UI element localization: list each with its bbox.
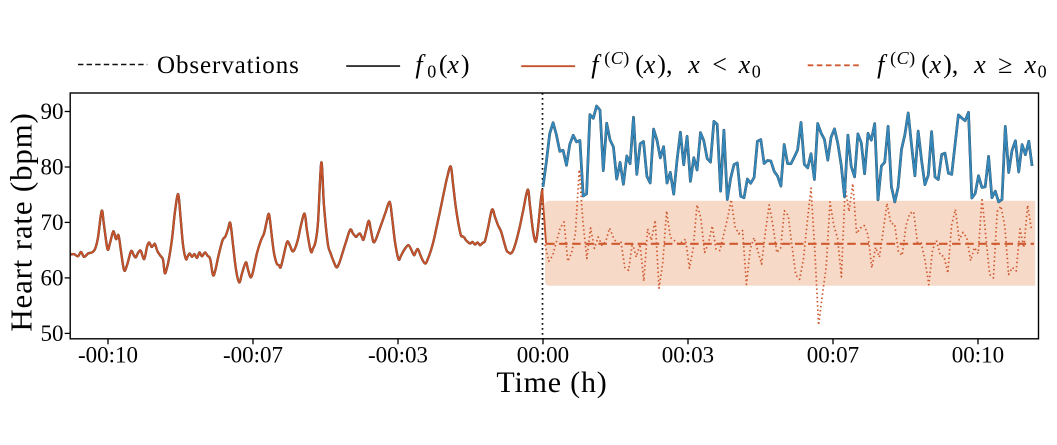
svg-text:-00:03: -00:03 — [368, 343, 428, 368]
svg-text:x: x — [446, 50, 459, 79]
svg-text:Observations: Observations — [157, 52, 300, 79]
svg-text:80: 80 — [41, 155, 64, 180]
svg-text:f: f — [591, 50, 602, 79]
svg-text:(: ( — [604, 48, 610, 69]
svg-text:(: ( — [635, 50, 644, 79]
svg-text:x: x — [1024, 50, 1037, 79]
svg-text:≥: ≥ — [998, 50, 1012, 79]
svg-text:-00:10: -00:10 — [78, 343, 138, 368]
svg-text:),: ), — [657, 50, 672, 79]
svg-text:Time (h): Time (h) — [496, 366, 607, 399]
svg-text:Heart rate (bpm): Heart rate (bpm) — [4, 112, 39, 331]
svg-text:0: 0 — [1038, 62, 1047, 82]
svg-text:00:07: 00:07 — [807, 343, 859, 368]
svg-text:x: x — [929, 50, 942, 79]
svg-text:00:10: 00:10 — [952, 343, 1004, 368]
svg-text:-00:07: -00:07 — [223, 343, 283, 368]
svg-text:60: 60 — [41, 265, 64, 290]
svg-text:C: C — [897, 48, 910, 68]
svg-text:00:03: 00:03 — [662, 343, 714, 368]
svg-text:): ) — [909, 48, 915, 69]
svg-text:C: C — [611, 48, 624, 68]
svg-text:90: 90 — [41, 99, 64, 124]
svg-text:x: x — [738, 50, 751, 79]
svg-text:(: ( — [890, 48, 896, 69]
svg-text:x: x — [687, 50, 700, 79]
svg-text:0: 0 — [752, 62, 761, 82]
svg-text:x: x — [643, 50, 656, 79]
svg-text:x: x — [973, 50, 986, 79]
svg-text:): ) — [461, 50, 470, 79]
svg-text:50: 50 — [41, 321, 64, 346]
svg-text:f: f — [415, 50, 426, 79]
svg-text:<: < — [712, 50, 727, 79]
svg-text:(: ( — [439, 50, 448, 79]
svg-text:(: ( — [921, 50, 930, 79]
svg-text:00:00: 00:00 — [517, 343, 569, 368]
svg-text:f: f — [877, 50, 888, 79]
svg-text:),: ), — [943, 50, 958, 79]
svg-text:0: 0 — [427, 62, 436, 82]
svg-text:): ) — [623, 48, 629, 69]
svg-text:70: 70 — [41, 210, 64, 235]
